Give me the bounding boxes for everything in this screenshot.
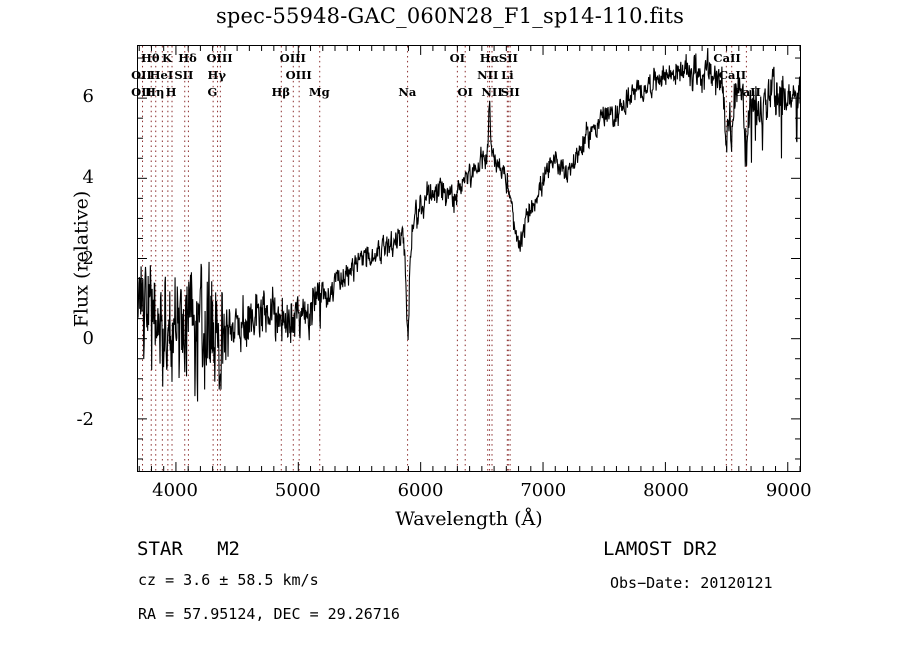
x-tick-label: 8000 xyxy=(643,480,689,501)
line-marker-label: OIII xyxy=(279,51,306,65)
x-tick-label: 4000 xyxy=(152,480,198,501)
x-tick-label: 9000 xyxy=(765,480,812,501)
spectrum-curve xyxy=(138,47,800,402)
line-marker-label: NII xyxy=(481,85,503,99)
spectrum-plot xyxy=(137,45,801,472)
line-marker-label: OIII xyxy=(206,51,233,65)
axis-inner-ticks xyxy=(138,46,800,471)
line-marker-label: CaII xyxy=(718,68,747,82)
line-marker-label: CaII xyxy=(733,85,761,99)
page-title: spec-55948-GAC_060N28_F1_sp14-110.fits xyxy=(215,4,685,28)
line-marker-label: HeI xyxy=(149,68,174,82)
line-marker-label: OII xyxy=(131,85,152,99)
x-tick-label: 6000 xyxy=(397,480,444,501)
line-marker-label: Hδ xyxy=(178,51,197,65)
line-marker-guides xyxy=(142,46,747,471)
line-marker-label: Li xyxy=(501,68,514,82)
line-marker-label: SII xyxy=(500,85,520,99)
survey-label: LAMOST DR2 xyxy=(603,538,718,560)
line-marker-label: Hθ xyxy=(140,51,160,65)
y-tick-label: 4 xyxy=(82,166,94,188)
y-tick-label: 2 xyxy=(82,247,94,269)
line-marker-label: OII xyxy=(131,68,152,82)
line-marker-label: NII xyxy=(477,68,499,82)
y-tick-label: 6 xyxy=(82,86,94,108)
line-marker-label: OI xyxy=(457,85,473,99)
line-marker-label: Mg xyxy=(308,85,330,99)
line-marker-label: Hα xyxy=(479,51,500,65)
obs-date-label: Obs−Date: 20120121 xyxy=(610,574,773,592)
line-marker-label: CaII xyxy=(713,51,741,65)
x-tick-label: 7000 xyxy=(520,480,567,501)
spectrum-canvas xyxy=(138,46,800,471)
y-tick-label: -2 xyxy=(76,408,94,430)
line-marker-label: SII xyxy=(174,68,194,82)
line-marker-label: H xyxy=(165,85,177,99)
x-axis-label: Wavelength (Å) xyxy=(395,508,543,530)
coordinates-label: RA = 57.95124, DEC = 29.26716 xyxy=(138,605,400,623)
line-marker-label: Hη xyxy=(145,85,165,99)
x-tick-label: 5000 xyxy=(274,480,321,501)
line-marker-label: Na xyxy=(398,85,417,99)
line-marker-label: K xyxy=(161,51,172,65)
object-class-label: STAR M2 xyxy=(137,538,240,560)
line-marker-label: OIII xyxy=(285,68,312,82)
line-marker-label: OI xyxy=(449,51,466,65)
line-marker-label: Hγ xyxy=(207,68,226,82)
line-marker-label: SII xyxy=(498,51,518,65)
y-tick-label: 0 xyxy=(82,328,94,350)
line-marker-label: Hβ xyxy=(271,85,290,99)
line-marker-label: G xyxy=(207,85,218,99)
redshift-label: cz = 3.6 ± 58.5 km/s xyxy=(138,571,319,589)
